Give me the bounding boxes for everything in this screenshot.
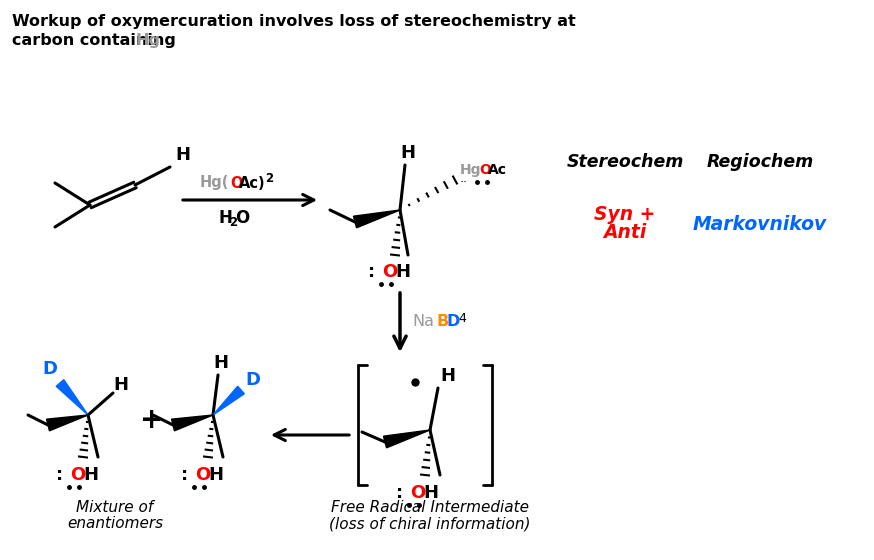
- Text: Hg(: Hg(: [200, 175, 229, 190]
- Text: O: O: [195, 466, 211, 484]
- Text: Hg: Hg: [135, 33, 160, 48]
- Text: H: H: [176, 146, 191, 164]
- Text: H: H: [213, 354, 228, 372]
- Text: :: :: [397, 484, 404, 502]
- Text: Ac: Ac: [488, 163, 507, 177]
- Text: H: H: [83, 466, 98, 484]
- Text: O: O: [382, 263, 398, 281]
- Text: Syn +: Syn +: [594, 206, 656, 225]
- Text: H: H: [114, 376, 128, 394]
- Text: B: B: [436, 315, 448, 329]
- Text: 2: 2: [265, 171, 273, 184]
- Text: enantiomers: enantiomers: [67, 516, 163, 531]
- Text: H: H: [423, 484, 438, 502]
- Text: 4: 4: [458, 311, 466, 324]
- Polygon shape: [384, 430, 430, 448]
- Polygon shape: [213, 386, 245, 415]
- Text: H: H: [400, 144, 415, 162]
- Text: +: +: [141, 406, 163, 434]
- Text: D: D: [447, 315, 461, 329]
- Polygon shape: [46, 415, 88, 431]
- Text: O: O: [230, 175, 242, 190]
- Text: :: :: [182, 466, 189, 484]
- Text: carbon containing: carbon containing: [12, 33, 182, 48]
- Polygon shape: [353, 210, 400, 228]
- Text: Na: Na: [412, 315, 434, 329]
- Text: Regiochem: Regiochem: [706, 153, 814, 171]
- Text: Ac): Ac): [239, 175, 266, 190]
- Text: O: O: [410, 484, 426, 502]
- Text: H: H: [395, 263, 410, 281]
- Text: Anti: Anti: [603, 223, 647, 242]
- Text: Free Radical Intermediate: Free Radical Intermediate: [331, 501, 529, 516]
- Text: H: H: [218, 209, 232, 227]
- Text: Mixture of: Mixture of: [76, 501, 154, 516]
- Text: :: :: [369, 263, 376, 281]
- Text: 2: 2: [229, 216, 237, 228]
- Text: :: :: [57, 466, 64, 484]
- Text: Hg: Hg: [460, 163, 482, 177]
- Text: O: O: [70, 466, 86, 484]
- Text: O: O: [235, 209, 249, 227]
- Text: Stereochem: Stereochem: [566, 153, 683, 171]
- Polygon shape: [171, 415, 213, 431]
- Text: H: H: [208, 466, 223, 484]
- Text: ..: ..: [460, 171, 468, 184]
- Text: Markovnikov: Markovnikov: [693, 214, 827, 234]
- Text: (loss of chiral information): (loss of chiral information): [329, 516, 531, 531]
- Text: Workup of oxymercuration involves loss of stereochemistry at: Workup of oxymercuration involves loss o…: [12, 14, 576, 29]
- Text: D: D: [43, 360, 58, 378]
- Text: O: O: [479, 163, 491, 177]
- Text: D: D: [246, 371, 260, 389]
- Polygon shape: [56, 380, 88, 415]
- Text: H: H: [440, 367, 455, 385]
